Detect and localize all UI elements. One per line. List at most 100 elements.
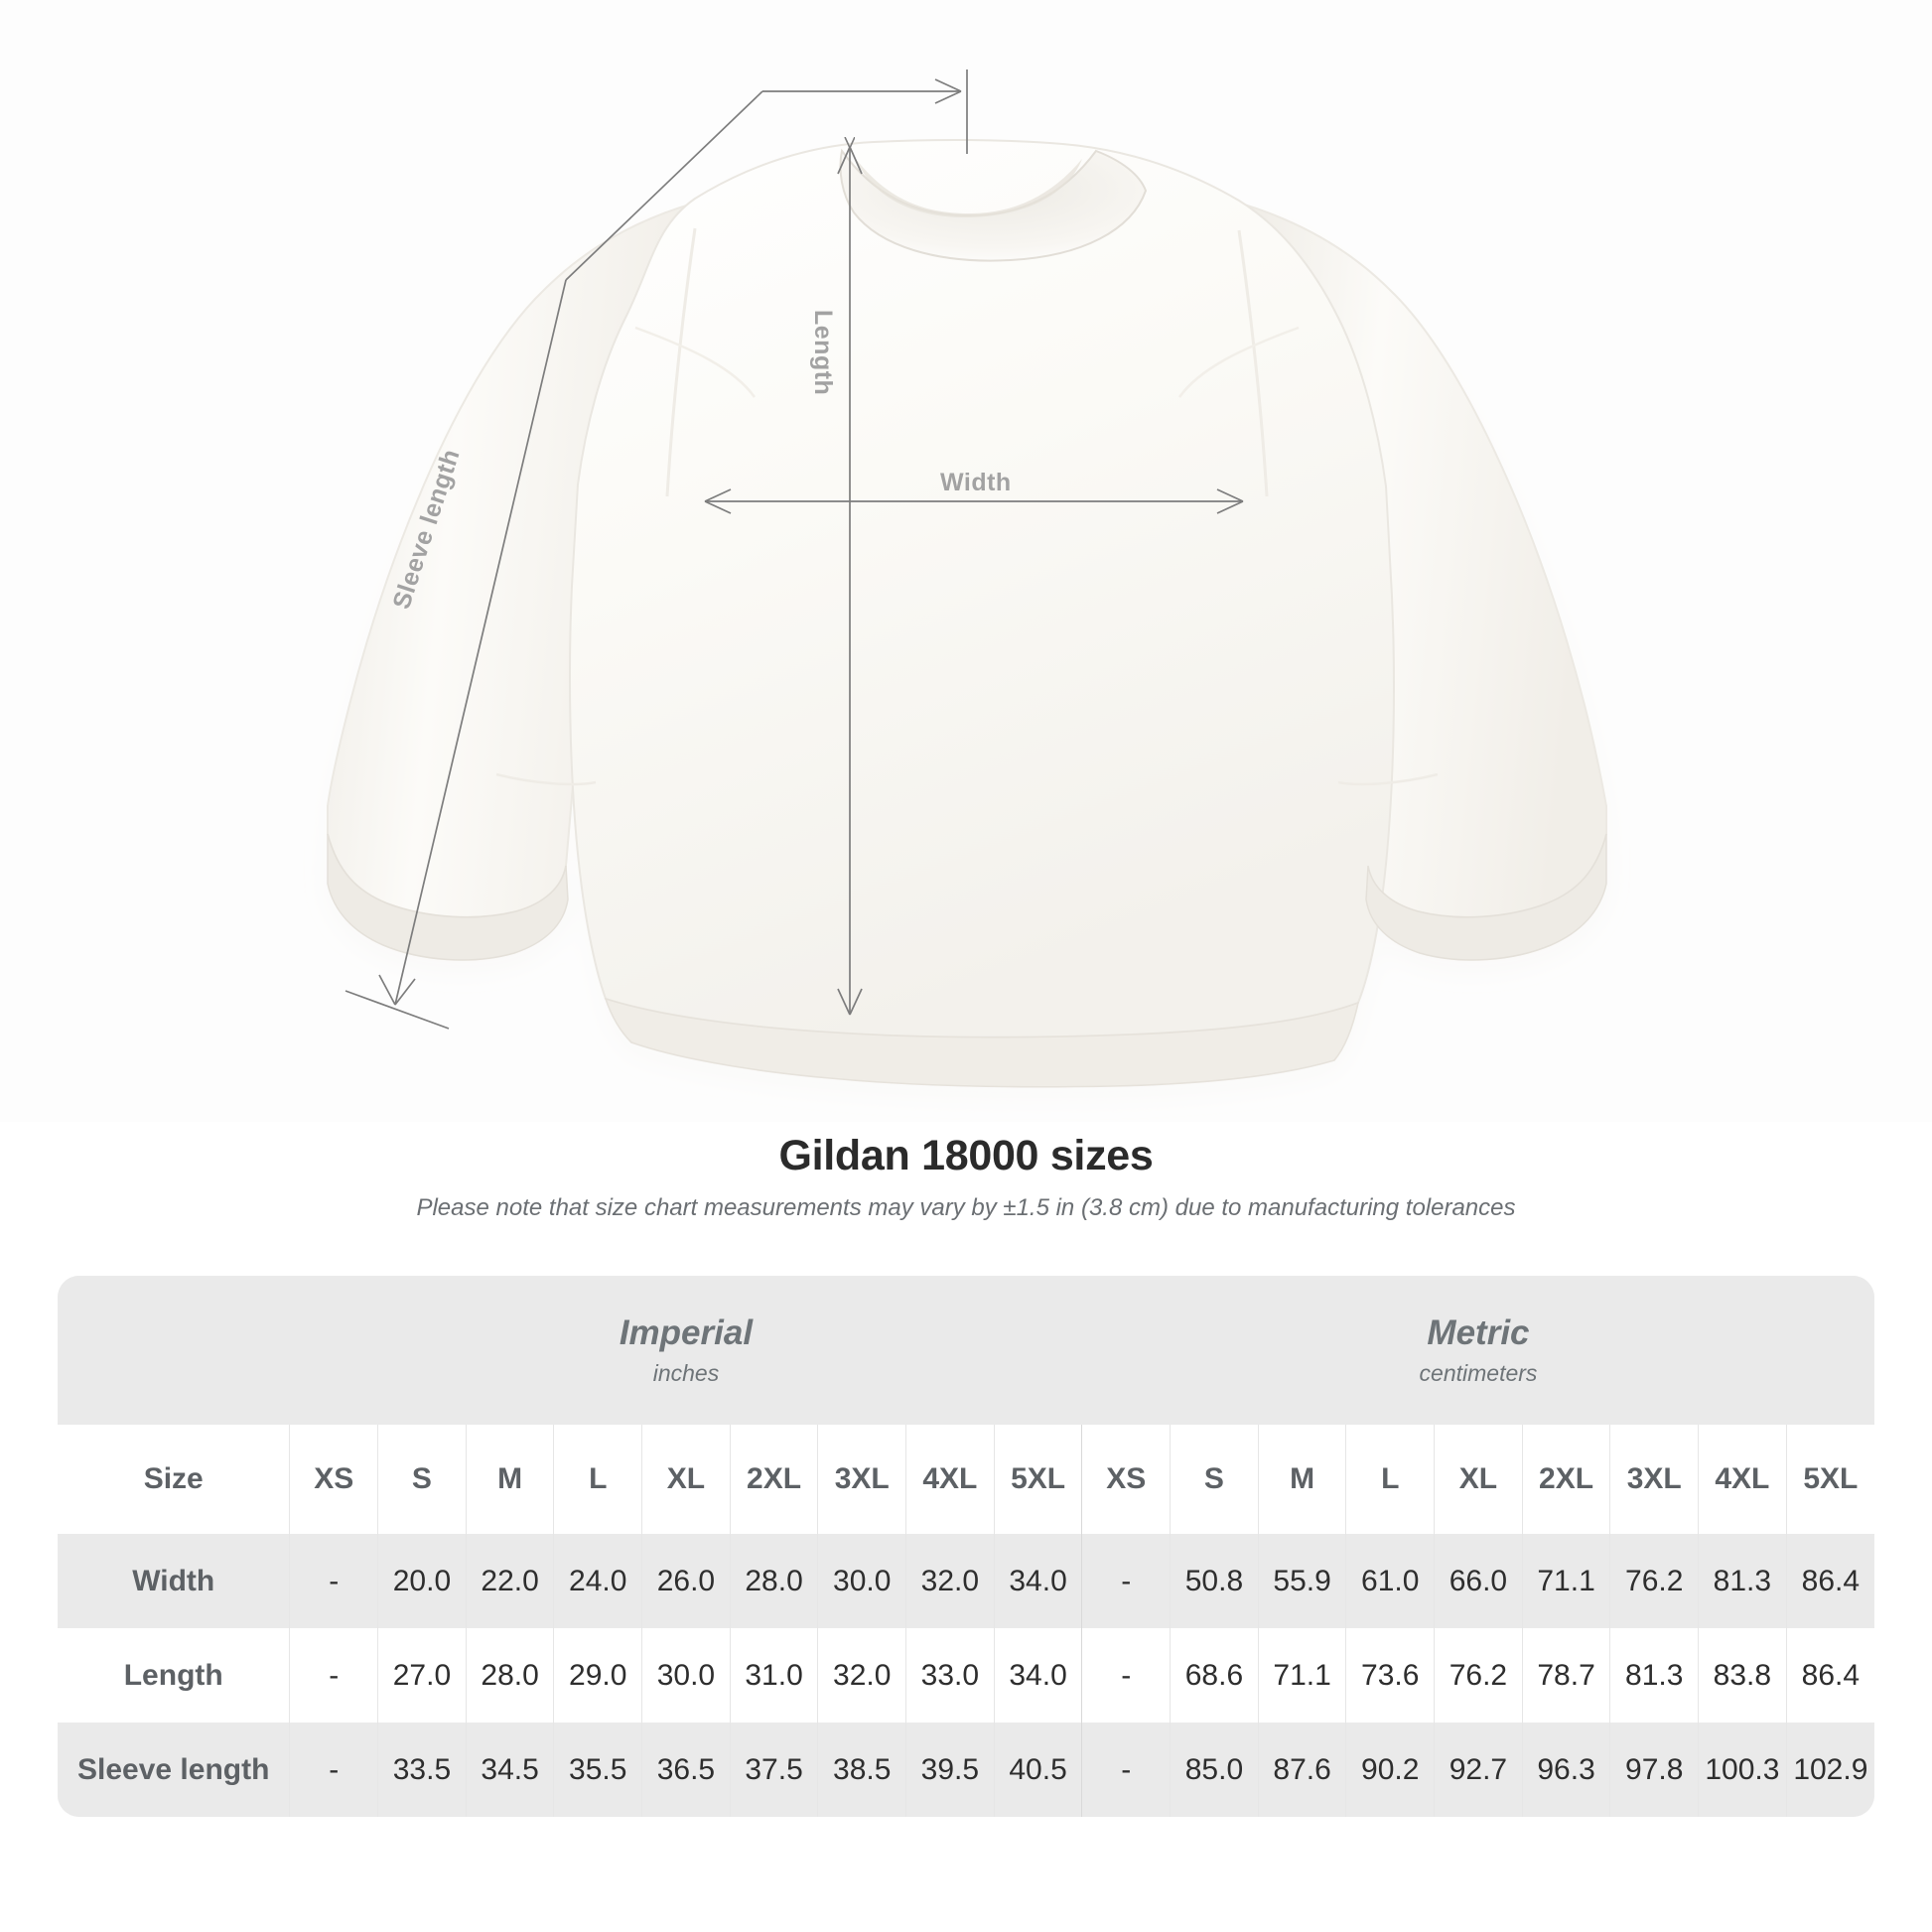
table-row: Width - 20.0 22.0 24.0 26.0 28.0 30.0 32…: [58, 1534, 1874, 1628]
cell-sleeve-metric-8: 102.9: [1785, 1723, 1874, 1817]
cell-sleeve-metric-1: 85.0: [1170, 1723, 1259, 1817]
cell-width-imperial-1: 20.0: [377, 1534, 467, 1628]
cell-sleeve-metric-0: -: [1081, 1723, 1171, 1817]
cell-width-metric-2: 55.9: [1257, 1534, 1346, 1628]
cell-length-imperial-6: 32.0: [817, 1628, 906, 1723]
size-header-label: Size: [58, 1425, 290, 1534]
cell-length-imperial-4: 30.0: [641, 1628, 731, 1723]
cell-width-metric-8: 86.4: [1785, 1534, 1874, 1628]
size-header-row: Size XS S M L XL 2XL 3XL 4XL 5XL XS S M …: [58, 1425, 1874, 1534]
garment-illustration: [327, 69, 1607, 1088]
unit-sub-metric: centimeters: [1419, 1359, 1538, 1386]
cell-length-imperial-2: 28.0: [465, 1628, 554, 1723]
width-dimension-label: Width: [940, 469, 1012, 496]
cell-width-imperial-0: -: [289, 1534, 378, 1628]
cell-width-metric-1: 50.8: [1170, 1534, 1259, 1628]
cell-width-metric-4: 66.0: [1434, 1534, 1523, 1628]
unit-name-imperial: Imperial: [619, 1313, 754, 1353]
size-chart-table: Imperial inches Metric centimeters Size …: [58, 1276, 1874, 1817]
size-col-metric-1: S: [1170, 1425, 1259, 1534]
unit-sub-imperial: inches: [652, 1359, 720, 1386]
size-col-imperial-8: 5XL: [993, 1425, 1082, 1534]
size-col-metric-2: M: [1257, 1425, 1346, 1534]
unit-header-spacer: [58, 1276, 290, 1425]
page-title: Gildan 18000 sizes: [778, 1132, 1154, 1179]
cell-length-metric-7: 83.8: [1698, 1628, 1787, 1723]
row-label-length: Length: [58, 1628, 290, 1723]
cell-width-imperial-3: 24.0: [553, 1534, 642, 1628]
size-col-metric-6: 3XL: [1609, 1425, 1699, 1534]
unit-header-imperial: Imperial inches: [289, 1276, 1082, 1425]
size-col-metric-0: XS: [1081, 1425, 1171, 1534]
cell-length-imperial-3: 29.0: [553, 1628, 642, 1723]
size-chart-panel: Imperial inches Metric centimeters Size …: [58, 1276, 1874, 1817]
row-label-sleeve-length: Sleeve length: [58, 1723, 290, 1817]
size-col-metric-7: 4XL: [1698, 1425, 1787, 1534]
cell-length-metric-1: 68.6: [1170, 1628, 1259, 1723]
size-col-imperial-5: 2XL: [729, 1425, 818, 1534]
cell-width-imperial-6: 30.0: [817, 1534, 906, 1628]
cell-sleeve-imperial-6: 38.5: [817, 1723, 906, 1817]
garment-diagram: Length Width Sleeve length: [327, 69, 1607, 1088]
cell-length-imperial-7: 33.0: [905, 1628, 995, 1723]
size-col-metric-3: L: [1345, 1425, 1435, 1534]
cell-length-metric-5: 78.7: [1521, 1628, 1610, 1723]
cell-width-imperial-2: 22.0: [465, 1534, 554, 1628]
cell-length-metric-2: 71.1: [1257, 1628, 1346, 1723]
cell-width-imperial-8: 34.0: [993, 1534, 1082, 1628]
cell-sleeve-imperial-3: 35.5: [553, 1723, 642, 1817]
cell-length-metric-0: -: [1081, 1628, 1171, 1723]
cell-sleeve-metric-5: 96.3: [1521, 1723, 1610, 1817]
measurement-guides: [345, 69, 1244, 1030]
size-col-metric-8: 5XL: [1785, 1425, 1874, 1534]
cell-width-imperial-5: 28.0: [729, 1534, 818, 1628]
sleeve-guide-end-tick: [345, 990, 450, 1030]
cell-length-imperial-0: -: [289, 1628, 378, 1723]
cell-sleeve-imperial-1: 33.5: [377, 1723, 467, 1817]
length-dimension-label: Length: [809, 310, 837, 396]
cell-sleeve-imperial-8: 40.5: [993, 1723, 1082, 1817]
cell-length-metric-4: 76.2: [1434, 1628, 1523, 1723]
cell-sleeve-imperial-7: 39.5: [905, 1723, 995, 1817]
cell-length-imperial-8: 34.0: [993, 1628, 1082, 1723]
chart-title-block: Gildan 18000 sizes Please note that size…: [0, 1132, 1932, 1222]
cell-width-metric-5: 71.1: [1521, 1534, 1610, 1628]
cell-width-metric-3: 61.0: [1345, 1534, 1435, 1628]
size-col-metric-4: XL: [1434, 1425, 1523, 1534]
cell-width-imperial-7: 32.0: [905, 1534, 995, 1628]
cell-length-imperial-1: 27.0: [377, 1628, 467, 1723]
cell-sleeve-imperial-5: 37.5: [729, 1723, 818, 1817]
size-col-imperial-6: 3XL: [817, 1425, 906, 1534]
sweatshirt-shape: [327, 138, 1607, 1088]
unit-header-row: Imperial inches Metric centimeters: [58, 1276, 1874, 1425]
sleeve-guide-arm: [394, 279, 567, 1006]
cell-sleeve-metric-2: 87.6: [1257, 1723, 1346, 1817]
size-col-imperial-7: 4XL: [905, 1425, 995, 1534]
cell-length-imperial-5: 31.0: [729, 1628, 818, 1723]
cell-width-imperial-4: 26.0: [641, 1534, 731, 1628]
unit-name-metric: Metric: [1427, 1313, 1530, 1353]
cell-width-metric-6: 76.2: [1609, 1534, 1699, 1628]
cell-length-metric-8: 86.4: [1785, 1628, 1874, 1723]
cell-sleeve-metric-4: 92.7: [1434, 1723, 1523, 1817]
size-col-imperial-2: M: [465, 1425, 554, 1534]
tolerance-note: Please note that size chart measurements…: [416, 1194, 1516, 1221]
cell-sleeve-metric-6: 97.8: [1609, 1723, 1699, 1817]
table-row: Sleeve length - 33.5 34.5 35.5 36.5 37.5…: [58, 1723, 1874, 1817]
cell-sleeve-metric-3: 90.2: [1345, 1723, 1435, 1817]
unit-header-metric: Metric centimeters: [1081, 1276, 1874, 1425]
cell-sleeve-metric-7: 100.3: [1698, 1723, 1787, 1817]
sleeve-guide-shoulder: [565, 90, 763, 281]
cell-sleeve-imperial-2: 34.5: [465, 1723, 554, 1817]
cell-length-metric-3: 73.6: [1345, 1628, 1435, 1723]
size-col-imperial-3: L: [553, 1425, 642, 1534]
cell-sleeve-imperial-0: -: [289, 1723, 378, 1817]
size-col-metric-5: 2XL: [1521, 1425, 1610, 1534]
cell-width-metric-0: -: [1081, 1534, 1171, 1628]
size-col-imperial-0: XS: [289, 1425, 378, 1534]
table-row: Length - 27.0 28.0 29.0 30.0 31.0 32.0 3…: [58, 1628, 1874, 1723]
cell-width-metric-7: 81.3: [1698, 1534, 1787, 1628]
cell-sleeve-imperial-4: 36.5: [641, 1723, 731, 1817]
row-label-width: Width: [58, 1534, 290, 1628]
size-col-imperial-4: XL: [641, 1425, 731, 1534]
